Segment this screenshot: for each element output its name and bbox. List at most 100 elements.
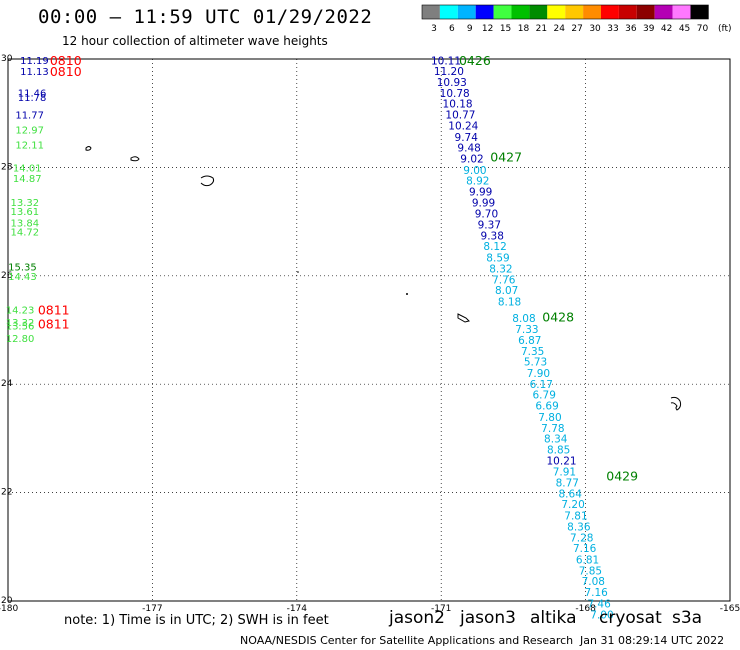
wave-height-value: 10.24 bbox=[448, 120, 478, 132]
x-tick-label: -171 bbox=[431, 604, 451, 614]
x-tick-label: -165 bbox=[720, 604, 740, 614]
wave-height-value: 7.80 bbox=[538, 412, 561, 424]
wave-height-value: 11.78 bbox=[18, 93, 47, 104]
wave-height-value: 12.80 bbox=[6, 334, 35, 345]
island-dot bbox=[297, 271, 299, 273]
wave-height-value: 7.16 bbox=[573, 543, 597, 555]
wave-height-value: 12.11 bbox=[15, 141, 44, 152]
wave-height-value: 10.11 bbox=[431, 55, 461, 67]
scale-swatch bbox=[690, 5, 709, 19]
scale-label: 30 bbox=[589, 24, 601, 34]
scale-swatch bbox=[422, 5, 440, 19]
wave-height-value: 9.38 bbox=[481, 230, 504, 242]
wave-height-value: 11.13 bbox=[20, 67, 49, 78]
scale-label: 3 bbox=[431, 24, 437, 34]
scale-swatch bbox=[583, 5, 601, 19]
island-outline bbox=[670, 396, 682, 411]
wave-height-value: 9.37 bbox=[478, 220, 501, 232]
island-outline bbox=[130, 156, 140, 162]
y-tick-label: 26 bbox=[1, 271, 13, 281]
scale-label: 9 bbox=[467, 24, 473, 34]
wave-height-value: 7.85 bbox=[579, 565, 602, 577]
wave-height-value: 8.08 bbox=[512, 313, 535, 325]
scale-label: 12 bbox=[482, 24, 493, 34]
wave-height-value: 7.81 bbox=[564, 511, 587, 523]
scale-swatch bbox=[601, 5, 619, 19]
scale-swatch bbox=[636, 5, 655, 19]
pass-time-label: 0429 bbox=[606, 468, 638, 483]
pass-time-label: 0810 bbox=[50, 64, 82, 79]
map-subtitle: 12 hour collection of altimeter wave hei… bbox=[62, 34, 328, 48]
pass-time-label: 0427 bbox=[490, 150, 522, 165]
x-tick-label: -168 bbox=[575, 604, 596, 614]
wave-height-value: 13.32 bbox=[11, 198, 40, 209]
legend-cryosat: cryosat bbox=[599, 608, 662, 628]
scale-label: 36 bbox=[625, 24, 637, 34]
wave-height-value: 15.35 bbox=[8, 263, 37, 274]
pass-time-label: 0811 bbox=[38, 316, 70, 331]
wave-height-value: 7.78 bbox=[541, 423, 564, 435]
wave-height-labels: 10.1111.2010.9310.7810.1810.7710.249.749… bbox=[6, 53, 638, 621]
y-tick-label: 24 bbox=[1, 379, 13, 389]
plot-border bbox=[7, 58, 731, 602]
wave-height-value: 7.35 bbox=[521, 346, 544, 358]
wave-height-value: 7.08 bbox=[582, 576, 605, 588]
x-tick-label: -177 bbox=[142, 604, 162, 614]
scale-label: 18 bbox=[518, 24, 530, 34]
wave-height-value: 10.93 bbox=[437, 77, 467, 89]
island-outline bbox=[85, 146, 92, 151]
scale-label: 45 bbox=[679, 24, 690, 34]
pass-time-label: 0810 bbox=[50, 53, 82, 68]
wave-height-value: 6.87 bbox=[518, 335, 541, 347]
wave-height-value: 14.01 bbox=[13, 163, 42, 174]
scale-label: 33 bbox=[607, 24, 618, 34]
wave-height-value: 8.92 bbox=[466, 176, 489, 188]
wave-height-value: 13.56 bbox=[6, 322, 35, 333]
scale-label: 6 bbox=[449, 24, 455, 34]
wave-height-value: 8.36 bbox=[567, 521, 591, 533]
scale-swatch bbox=[618, 5, 637, 19]
wave-height-value: 9.48 bbox=[457, 143, 480, 155]
scale-label: 24 bbox=[554, 24, 566, 34]
wave-height-value: 7.90 bbox=[527, 368, 550, 380]
wave-height-value: 10.77 bbox=[445, 110, 475, 122]
footer-org: NOAA/NESDIS Center for Satellite Applica… bbox=[240, 634, 574, 647]
scale-unit: (ft) bbox=[718, 24, 732, 34]
wave-height-value: 8.85 bbox=[547, 444, 570, 456]
wave-height-value: 14.43 bbox=[8, 272, 37, 283]
y-tick-label: 20 bbox=[1, 596, 13, 606]
scale-swatch bbox=[439, 5, 458, 19]
wave-height-value: 8.34 bbox=[544, 434, 568, 446]
wave-height-value: 8.07 bbox=[495, 285, 518, 297]
wave-height-value: 9.74 bbox=[455, 132, 479, 144]
wave-height-value: 5.73 bbox=[524, 357, 547, 369]
x-tick-label: -180 bbox=[0, 604, 18, 614]
scale-label: 42 bbox=[661, 24, 672, 34]
x-tick-label: -174 bbox=[287, 604, 308, 614]
wave-height-value: 8.64 bbox=[559, 488, 583, 500]
wave-height-value: 11.77 bbox=[15, 110, 44, 121]
y-tick-label: 28 bbox=[1, 162, 13, 172]
legend-s3a: s3a bbox=[672, 608, 703, 628]
color-scale: 3 6 9 12 15 18 21 24 27 30 33 36 39 42 45 70 (ft) bbox=[421, 4, 732, 34]
scale-label: 15 bbox=[500, 24, 511, 34]
wave-height-value: 9.99 bbox=[469, 186, 492, 198]
scale-label: 21 bbox=[536, 24, 547, 34]
wave-height-value: 11.19 bbox=[20, 56, 49, 67]
map-note: note: 1) Time is in UTC; 2) SWH is in fe… bbox=[64, 613, 329, 628]
wave-height-value: 10.18 bbox=[443, 99, 473, 111]
wave-height-value: 8.32 bbox=[489, 263, 512, 275]
y-tick-label: 22 bbox=[1, 488, 12, 498]
island-outline bbox=[200, 175, 215, 187]
wave-height-value: 7.46 bbox=[587, 598, 611, 610]
wave-height-value: 6.79 bbox=[533, 390, 556, 402]
scale-swatch bbox=[672, 5, 691, 19]
pass-time-label: 0811 bbox=[38, 302, 70, 317]
wave-height-value: 14.23 bbox=[6, 305, 35, 316]
wave-height-value: 11.46 bbox=[18, 89, 47, 100]
scale-swatch bbox=[457, 5, 476, 19]
scale-swatch bbox=[565, 5, 584, 19]
island-outline bbox=[457, 313, 470, 323]
